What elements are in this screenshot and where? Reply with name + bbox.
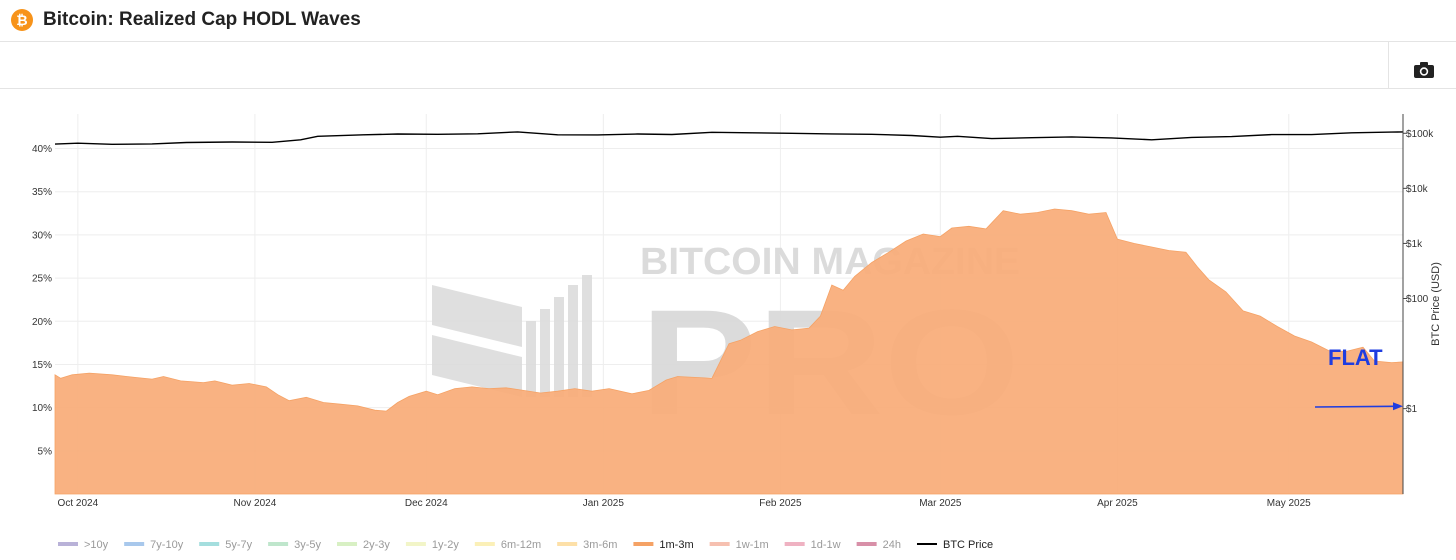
legend-label: 2y-3y bbox=[363, 539, 390, 551]
legend-item[interactable]: 1m-3m bbox=[633, 539, 694, 551]
legend-item[interactable]: 3m-6m bbox=[557, 539, 617, 551]
legend-label: 1y-2y bbox=[432, 539, 459, 551]
y-tick-label: 5% bbox=[38, 446, 53, 457]
legend-label: 3y-5y bbox=[294, 539, 321, 551]
camera-icon[interactable] bbox=[1412, 60, 1436, 80]
page-title: Bitcoin: Realized Cap HODL Waves bbox=[43, 9, 361, 30]
legend-swatch bbox=[199, 542, 220, 546]
legend-label: 3m-6m bbox=[583, 539, 617, 551]
legend-item[interactable]: 7y-10y bbox=[124, 539, 184, 551]
legend-label: >10y bbox=[84, 539, 109, 551]
bitcoin-logo-icon: ₿ bbox=[11, 9, 33, 31]
annotation-flat: FLAT bbox=[1328, 345, 1383, 370]
x-tick-label: Mar 2025 bbox=[919, 498, 962, 509]
legend-item[interactable]: 6m-12m bbox=[474, 539, 541, 551]
y-tick-label: 10% bbox=[32, 403, 52, 414]
y-tick-label: 30% bbox=[32, 230, 52, 241]
legend-item[interactable]: 5y-7y bbox=[199, 539, 253, 551]
chart-toolbar bbox=[0, 42, 1456, 89]
legend-item[interactable]: 1w-1m bbox=[709, 539, 769, 551]
y2-tick-label: $100 bbox=[1406, 294, 1429, 305]
annotation-arrow-head bbox=[1393, 402, 1403, 411]
y2-tick-label: $1 bbox=[1406, 404, 1418, 415]
y2-tick-label: $1k bbox=[1406, 239, 1423, 250]
legend-item[interactable]: 3y-5y bbox=[268, 539, 322, 551]
y-tick-label: 15% bbox=[32, 360, 52, 371]
x-tick-label: Apr 2025 bbox=[1097, 498, 1138, 509]
legend-swatch bbox=[916, 543, 937, 545]
y-tick-label: 25% bbox=[32, 274, 52, 285]
legend-item[interactable]: 2y-3y bbox=[337, 539, 390, 551]
legend-label: BTC Price bbox=[943, 539, 993, 551]
watermark-logo-mark bbox=[432, 275, 592, 397]
series-line-btc-price bbox=[54, 131, 1404, 146]
legend-label: 6m-12m bbox=[501, 539, 541, 551]
legend-label: 1d-1w bbox=[811, 539, 841, 551]
legend-swatch bbox=[405, 542, 426, 546]
x-tick-label: Dec 2024 bbox=[405, 498, 448, 509]
price-layer bbox=[54, 131, 1404, 146]
legend-swatch bbox=[337, 542, 358, 546]
legend-swatch bbox=[474, 542, 495, 546]
legend-label: 1m-3m bbox=[659, 539, 693, 551]
legend-swatch bbox=[709, 542, 730, 546]
y-tick-label: 20% bbox=[32, 317, 52, 328]
y2-axis-title: BTC Price (USD) bbox=[1430, 262, 1442, 346]
legend-swatch bbox=[124, 542, 145, 546]
area-layer bbox=[54, 208, 1404, 495]
legend-swatch bbox=[58, 542, 78, 546]
legend-item[interactable]: >10y bbox=[58, 539, 109, 551]
y-tick-label: 40% bbox=[32, 144, 52, 155]
x-tick-label: Oct 2024 bbox=[58, 498, 99, 509]
x-tick-label: Jan 2025 bbox=[583, 498, 625, 509]
axes: BTC Price (USD) 5% 10% 15% 20% 25% 30% 35% 40% O… bbox=[32, 114, 1442, 509]
annotation-arrow-line bbox=[1314, 405, 1395, 408]
legend-swatch bbox=[268, 542, 289, 546]
hodl-waves-chart: BITCOIN MAGAZINE PRO BTC Price (USD) 5%1… bbox=[32, 114, 1442, 551]
x-tick-label: May 2025 bbox=[1267, 498, 1311, 509]
legend-swatch bbox=[633, 542, 654, 546]
legend-swatch bbox=[784, 542, 805, 546]
legend-item[interactable]: 1y-2y bbox=[405, 539, 459, 551]
legend-label: 1w-1m bbox=[736, 539, 769, 551]
series-area-1m-3m bbox=[54, 208, 1404, 495]
legend-swatch bbox=[557, 542, 578, 546]
x-tick-label: Nov 2024 bbox=[234, 498, 277, 509]
x-tick-label: Feb 2025 bbox=[759, 498, 802, 509]
chart-header: ₿ Bitcoin: Realized Cap HODL Waves bbox=[0, 0, 1456, 42]
legend-label: 7y-10y bbox=[150, 539, 184, 551]
y-tick-label: 35% bbox=[32, 187, 52, 198]
legend-item[interactable]: 24h bbox=[856, 539, 901, 551]
legend-item[interactable]: 1d-1w bbox=[784, 539, 841, 551]
legend-label: 24h bbox=[883, 539, 901, 551]
legend-item[interactable]: BTC Price bbox=[916, 539, 993, 551]
annotation: FLAT bbox=[1314, 345, 1403, 411]
toolbar-divider bbox=[1388, 42, 1389, 88]
legend-swatch bbox=[856, 542, 877, 546]
y2-tick-label: $100k bbox=[1406, 129, 1434, 140]
legend-label: 5y-7y bbox=[225, 539, 252, 551]
legend: >10y 7y-10y 5y-7y 3y-5y 2y-3y 1y-2y 6m-12m 3m-6… bbox=[58, 539, 993, 551]
y2-tick-label: $10k bbox=[1406, 184, 1429, 195]
